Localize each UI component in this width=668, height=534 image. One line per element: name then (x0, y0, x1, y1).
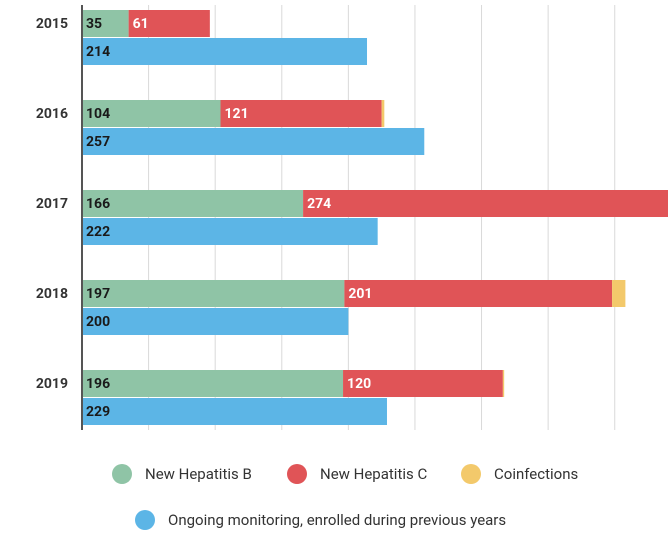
legend-swatch (461, 464, 481, 484)
bar (381, 100, 385, 127)
legend-swatch (135, 510, 155, 530)
legend-swatch (287, 464, 307, 484)
y-tick-label: 2019 (36, 376, 68, 392)
y-tick-label: 2018 (36, 286, 68, 302)
data-label: 104 (86, 106, 110, 122)
legend-label: New Hepatitis C (320, 465, 427, 483)
data-label: 121 (225, 106, 249, 122)
bar (82, 100, 221, 127)
data-label: 214 (86, 44, 110, 60)
bar (82, 10, 129, 37)
bar (612, 280, 626, 307)
data-label: 229 (86, 404, 110, 420)
data-label: 166 (86, 196, 110, 212)
y-tick-label: 2015 (36, 16, 68, 32)
bar (82, 308, 349, 335)
data-label: 197 (86, 286, 110, 302)
y-tick-label: 2016 (36, 106, 68, 122)
legend-label: Coinfections (494, 465, 578, 483)
data-label: 257 (86, 134, 110, 150)
data-label: 196 (86, 376, 110, 392)
data-label: 222 (86, 224, 110, 240)
legend-label: Ongoing monitoring, enrolled during prev… (168, 511, 506, 529)
bar (82, 280, 345, 307)
bar (82, 218, 378, 245)
bar (82, 38, 368, 65)
data-label: 120 (347, 376, 371, 392)
legend-swatch (112, 464, 132, 484)
bar (343, 370, 503, 397)
bar (344, 280, 613, 307)
bar (82, 398, 387, 425)
data-label: 61 (133, 16, 149, 32)
legend-label: New Hepatitis B (145, 465, 252, 483)
bar (82, 190, 304, 217)
bar (220, 100, 382, 127)
bar (82, 128, 425, 155)
y-tick-label: 2017 (36, 196, 68, 212)
bar (303, 190, 668, 217)
data-label: 201 (348, 286, 372, 302)
data-label: 200 (86, 314, 110, 330)
data-label: 35 (86, 16, 102, 32)
bar (128, 10, 210, 37)
bar (502, 370, 505, 397)
bar (82, 370, 344, 397)
data-label: 274 (307, 196, 331, 212)
